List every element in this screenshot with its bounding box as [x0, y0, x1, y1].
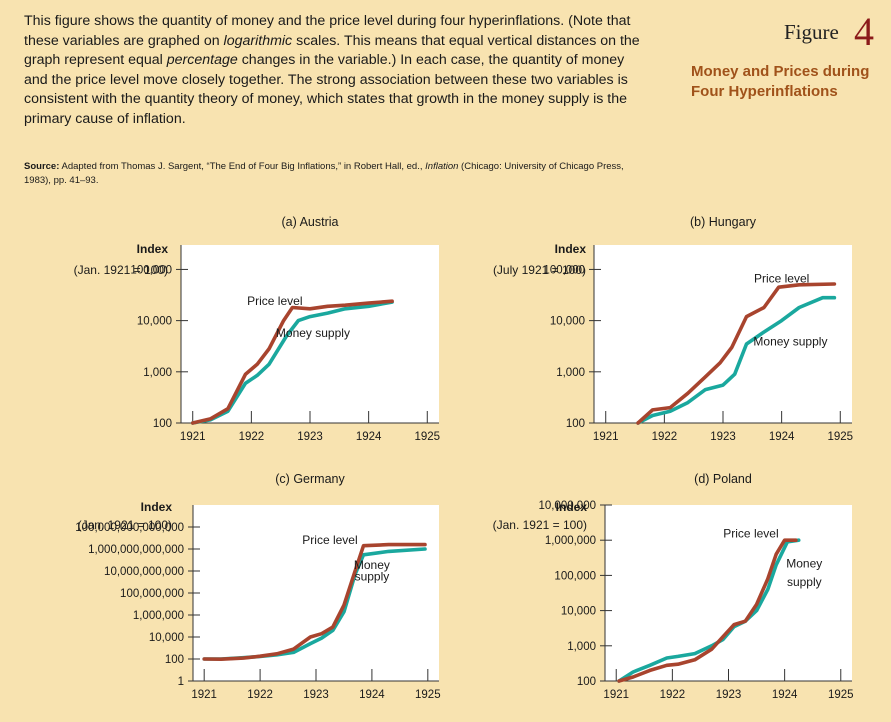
y-tick-label-germany: 10,000: [149, 632, 184, 644]
chart-title-hungary: (b) Hungary: [690, 215, 757, 229]
price-level-line-austria: [190, 299, 394, 425]
price-level-line-germany: [202, 542, 427, 661]
price-level-line-poland: [617, 538, 798, 683]
plot-area-poland: [605, 505, 852, 681]
series-annotation-germany: supply: [355, 570, 390, 584]
caption-emphasis-logarithmic: logarithmic: [223, 32, 293, 49]
chart-title-germany: (c) Germany: [275, 472, 345, 486]
y-tick-label-hungary: 100: [566, 418, 585, 430]
series-annotation-hungary: Price level: [754, 272, 809, 286]
y-tick-label-poland: 10,000: [561, 606, 596, 618]
y-tick-label-germany: 10,000,000,000: [104, 566, 184, 578]
money-supply-line-hungary: [636, 295, 837, 425]
x-tick-label-hungary: 1925: [827, 431, 853, 443]
series-annotation-hungary: Money supply: [753, 334, 827, 348]
caption-text-3: changes in the variable.) In each case, …: [24, 52, 628, 127]
figure-word: Figure: [784, 20, 839, 44]
y-tick-label-germany: 1,000,000: [133, 610, 184, 622]
price-level-line-hungary: [636, 282, 837, 425]
series-annotation-poland: supply: [787, 575, 822, 589]
y-tick-label-austria: 100: [153, 418, 172, 430]
y-axis-label-base-poland: (Jan. 1921 = 100): [493, 518, 587, 532]
y-tick-label-austria: 10,000: [137, 316, 172, 328]
x-tick-label-germany: 1923: [303, 689, 329, 701]
figure-title: Money and Prices during Four Hyperinflat…: [691, 63, 870, 100]
chart-germany: (c) Germany Index (Jan. 1921 = 100) 1 100 10,…: [75, 472, 440, 701]
caption-emphasis-percentage: percentage: [166, 52, 238, 68]
source-label: Source:: [24, 161, 60, 172]
x-tick-label-poland: 1923: [716, 689, 742, 701]
y-tick-label-germany: 1,000,000,000,000: [88, 544, 184, 556]
y-axis-label-base-germany: (Jan. 1921 = 100): [78, 518, 172, 532]
y-tick-label-poland: 1,000,000: [545, 535, 596, 547]
y-axis-label-base-austria: (Jan. 1921 = 100): [74, 263, 168, 277]
source-text-2: (Chicago: University of Chicago Press, 1…: [24, 161, 624, 186]
x-tick-label-poland: 1924: [772, 689, 798, 701]
chart-title-poland: (d) Poland: [694, 472, 752, 486]
y-tick-label-hungary: 100,000: [543, 264, 585, 276]
series-annotation-poland: Money: [786, 556, 822, 570]
x-tick-label-poland: 1921: [603, 689, 629, 701]
series-annotation-germany: Money: [354, 558, 390, 572]
y-axis-label-germany: Index: [141, 500, 173, 514]
plot-area-germany: [193, 505, 439, 681]
x-tick-label-germany: 1924: [359, 689, 385, 701]
chart-poland: (d) Poland Index (Jan. 1921 = 100) 100 1,000…: [493, 472, 854, 701]
x-tick-label-austria: 1922: [239, 431, 265, 443]
y-tick-label-austria: 1,000: [143, 367, 172, 379]
chart-hungary: (b) Hungary Index (July 1921 = 100) 100 1,00…: [493, 215, 853, 443]
figure-number: 4: [854, 9, 874, 54]
y-axis-label-austria: Index: [137, 242, 169, 256]
series-annotation-austria: Money supply: [276, 326, 350, 340]
plot-area-austria: [181, 245, 439, 423]
x-tick-label-germany: 1925: [415, 689, 441, 701]
y-tick-label-germany: 100,000,000: [120, 588, 184, 600]
chart-austria: (a) Austria Index (Jan. 1921 = 100) 100 1,00…: [74, 215, 440, 443]
y-tick-label-poland: 100: [577, 676, 596, 688]
x-tick-label-austria: 1924: [356, 431, 382, 443]
y-axis-label-base-hungary: (July 1921 = 100): [493, 263, 586, 277]
y-tick-label-poland: 1,000: [567, 641, 596, 653]
series-annotation-poland: Price level: [723, 526, 778, 540]
source-note: Source: Adapted from Thomas J. Sargent, …: [24, 160, 644, 188]
source-text-1: Adapted from Thomas J. Sargent, “The End…: [59, 161, 426, 172]
chart-title-austria: (a) Austria: [282, 215, 339, 229]
y-axis-label-hungary: Index: [555, 242, 587, 256]
x-tick-label-poland: 1922: [660, 689, 686, 701]
y-axis-label-poland: Index: [556, 500, 588, 514]
y-tick-label-germany: 100: [165, 654, 184, 666]
x-tick-label-austria: 1921: [180, 431, 206, 443]
x-tick-label-germany: 1921: [191, 689, 217, 701]
x-tick-label-poland: 1925: [828, 689, 854, 701]
series-annotation-germany: Price level: [302, 533, 357, 547]
y-tick-label-hungary: 10,000: [550, 316, 585, 328]
x-tick-label-hungary: 1921: [593, 431, 619, 443]
x-tick-label-hungary: 1924: [769, 431, 795, 443]
x-tick-label-hungary: 1923: [710, 431, 736, 443]
x-tick-label-hungary: 1922: [652, 431, 678, 443]
y-tick-label-germany: 1: [178, 676, 184, 688]
plot-area-hungary: [594, 245, 852, 423]
x-tick-label-austria: 1923: [297, 431, 323, 443]
y-tick-label-germany: 100,000,000,000,000: [75, 522, 184, 534]
y-tick-label-poland: 10,000,000: [538, 500, 596, 512]
money-supply-line-poland: [617, 538, 801, 683]
caption: This figure shows the quantity of money …: [24, 12, 644, 129]
x-tick-label-austria: 1925: [414, 431, 440, 443]
source-book-title: Inflation: [425, 161, 459, 172]
money-supply-line-austria: [190, 300, 394, 425]
x-tick-label-germany: 1922: [247, 689, 273, 701]
y-tick-label-poland: 100,000: [554, 570, 596, 582]
caption-text-2: scales. This means that equal vertical d…: [24, 32, 640, 69]
y-tick-label-austria: 100,000: [130, 264, 172, 276]
series-annotation-austria: Price level: [247, 294, 302, 308]
y-tick-label-hungary: 1,000: [556, 367, 585, 379]
caption-text-1: This figure shows the quantity of money …: [24, 13, 631, 49]
